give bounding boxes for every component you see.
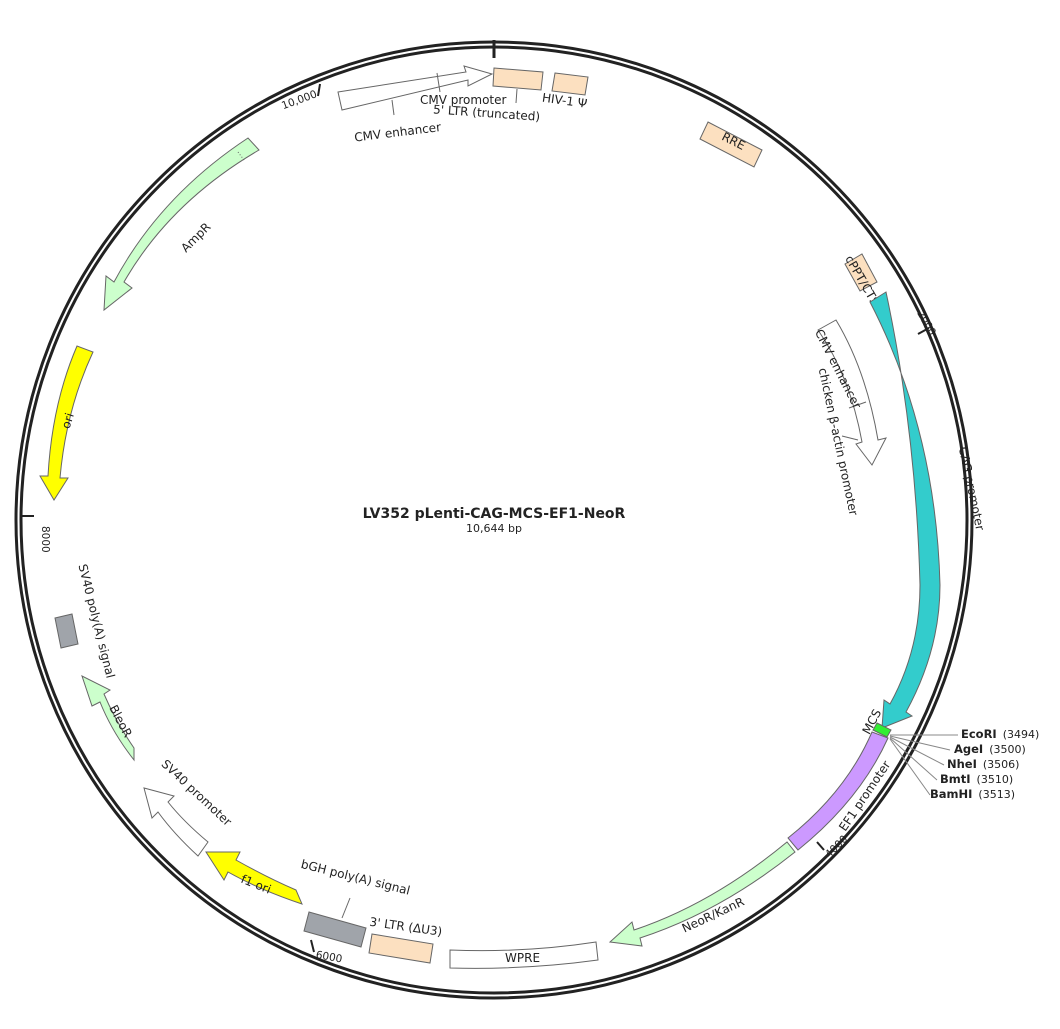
enzyme-bamhi: BamHI (3513) — [930, 787, 1015, 801]
wpre-label: WPRE — [505, 951, 540, 965]
bgh-label: bGH poly(A) signal — [299, 857, 411, 898]
ltr5-box — [492, 67, 544, 91]
cmv-divider — [436, 72, 441, 93]
cag-label: CAG promoter — [956, 445, 987, 531]
ltr5-leader — [515, 88, 518, 104]
sv40-polya-label: SV40 poly(A) signal — [76, 563, 118, 680]
cppt-box — [844, 253, 878, 292]
cmv-chicken-actin-arrow — [817, 319, 887, 466]
ltr3-box — [368, 933, 434, 964]
cmv-enhancer-top-label: CMV enhancer — [353, 120, 441, 145]
enzyme-agei: AgeI (3500) — [954, 742, 1026, 756]
ef1-promoter-box — [787, 731, 889, 851]
tick-label-6000: 6000 — [315, 949, 343, 965]
cag-promoter-arrow — [869, 291, 941, 729]
sv40-promoter-arrow — [143, 787, 209, 857]
ampr-arrow — [103, 137, 260, 312]
map-length: 10,644 bp — [466, 522, 522, 535]
tick-mark-2000 — [917, 327, 930, 335]
enzyme-ecori: EcoRI (3494) — [961, 727, 1039, 741]
f1-ori-arrow — [205, 851, 303, 905]
ori-arrow — [39, 345, 94, 501]
tick-label-8000: 8000 — [39, 526, 51, 553]
rre-box — [699, 121, 763, 168]
enzyme-bmti: BmtI (3510) — [940, 772, 1013, 786]
tick-label-10000: 10,000 — [280, 88, 319, 112]
psi-label: HIV-1 Ψ — [541, 91, 588, 111]
cmv-enhancer-leader — [391, 99, 395, 116]
neor-arrow — [608, 841, 796, 947]
tick-mark-4000 — [816, 841, 825, 851]
ori-label: ori — [59, 411, 77, 430]
bgh-leader — [341, 897, 351, 919]
tick-mark-6000 — [310, 939, 315, 953]
cmv-enhancer-promoter-arrow — [337, 65, 494, 111]
sv40-polya-box — [54, 613, 79, 649]
psi-box — [551, 72, 589, 96]
bgh-polya-box — [303, 911, 367, 948]
enzyme-leaders — [889, 734, 958, 796]
map-title: LV352 pLenti-CAG-MCS-EF1-NeoR — [363, 506, 626, 522]
bleor-arrow — [81, 675, 135, 762]
ltr5-label: 5' LTR (truncated) — [433, 102, 541, 123]
cmv-promoter-top-label: CMV promoter — [420, 93, 507, 107]
mcs-box — [872, 722, 892, 738]
inner-leader — [841, 435, 859, 441]
wpre-box — [449, 941, 599, 969]
inner-divider — [848, 401, 867, 409]
enzyme-nhei: NheI (3506) — [947, 757, 1019, 771]
tick-mark-10000 — [317, 83, 321, 97]
ampr-label: AmpR — [178, 220, 213, 255]
